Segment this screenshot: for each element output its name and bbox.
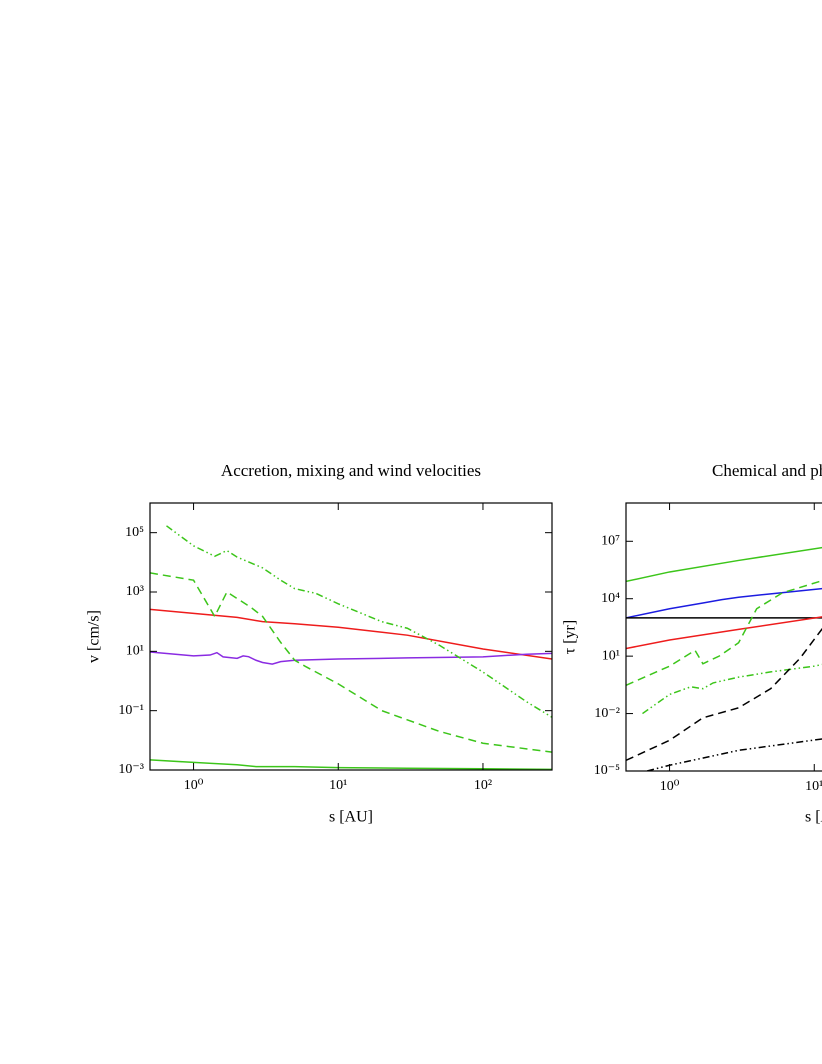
y-tick-label: 10¹ [602, 648, 620, 663]
series-group [150, 525, 552, 770]
x-tick-label: 10⁰ [184, 778, 204, 793]
y-tick-label: 10³ [126, 584, 144, 599]
data-line [626, 579, 822, 686]
x-axis-label: s [AU] [805, 809, 822, 826]
y-tick-label: 10⁻² [594, 706, 620, 721]
x-tick-label: 10¹ [805, 779, 822, 794]
y-axis-label: v [cm/s] [86, 610, 103, 663]
plot-frame [149, 502, 553, 771]
chart-title: Accretion, mixing and wind velocities [221, 461, 481, 480]
chart-title: Chemical and physical timescales [712, 461, 822, 480]
data-line [150, 572, 552, 753]
x-axis-label: s [AU] [329, 809, 373, 826]
data-line [150, 651, 552, 665]
panel: Chemical and physical timescales s [AU] τ … [562, 461, 822, 826]
plot-frame [625, 502, 822, 772]
x-tick-label: 10⁰ [660, 779, 680, 794]
data-line [166, 525, 552, 718]
data-line [642, 663, 822, 715]
y-tick-label: 10⁵ [125, 525, 144, 540]
y-tick-label: 10⁻¹ [118, 703, 144, 718]
x-tick-label: 10² [474, 778, 492, 793]
data-line [626, 587, 822, 619]
y-tick-label: 10⁻³ [118, 762, 144, 777]
data-line [626, 546, 822, 583]
data-line [626, 616, 822, 650]
data-line [150, 759, 552, 770]
data-line [150, 608, 552, 660]
data-line [646, 738, 822, 771]
y-tick-label: 10⁷ [601, 534, 620, 549]
y-tick-label: 10⁴ [601, 591, 620, 606]
data-line [626, 627, 822, 762]
panel: Accretion, mixing and wind velocities s [… [86, 461, 553, 826]
series-group [626, 546, 822, 771]
y-tick-label: 10¹ [126, 644, 144, 659]
y-axis-label: τ [yr] [562, 620, 579, 654]
y-tick-label: 10⁻⁵ [594, 763, 620, 778]
x-tick-label: 10¹ [329, 778, 347, 793]
